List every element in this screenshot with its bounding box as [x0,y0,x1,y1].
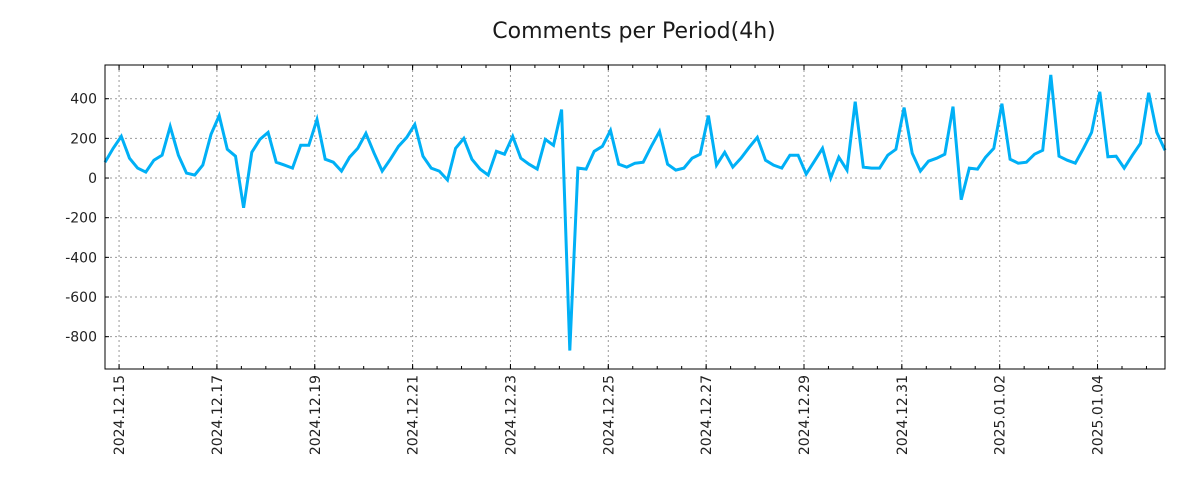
y-tick-label: 400 [70,92,97,108]
x-tick-label: 2025.01.02 [993,375,1009,455]
series-line-comments [103,74,1167,351]
x-tick-label: 2024.12.19 [308,375,324,455]
y-tick-label: -600 [65,290,97,306]
chart-title: Comments per Period(4h) [492,19,776,44]
x-tick-label: 2024.12.21 [406,375,422,455]
y-tick-label: -800 [65,330,97,346]
x-tick-label: 2024.12.31 [895,375,911,455]
y-tick-label: 0 [88,171,97,187]
x-tick-label: 2025.01.04 [1091,375,1107,455]
y-tick-label: -400 [65,250,97,266]
y-tick-label: -200 [65,211,97,227]
y-tick-label: 200 [70,131,97,147]
x-tick-label: 2024.12.17 [210,375,226,455]
x-tick-label: 2024.12.25 [601,375,617,455]
axis-ticks: -800 -600 -400 -200 0 200 400 2024.12.15 2024.12… [65,65,1165,455]
x-tick-label: 2024.12.29 [797,375,813,455]
grid [105,65,1165,369]
x-tick-label: 2024.12.27 [699,375,715,455]
x-tick-label: 2024.12.15 [112,375,128,455]
x-tick-label: 2024.12.23 [503,375,519,455]
plot-frame [104,64,1166,370]
series-layer [103,74,1167,351]
